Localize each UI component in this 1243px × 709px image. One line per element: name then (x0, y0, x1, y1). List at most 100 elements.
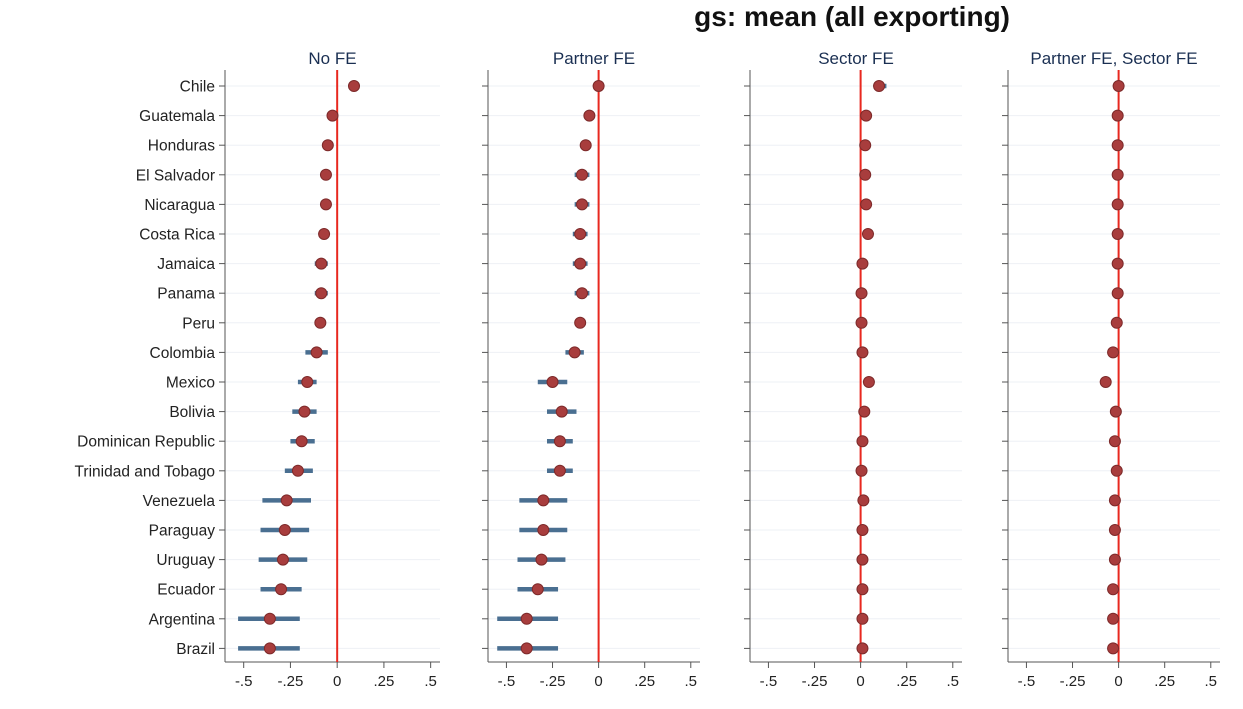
estimate-point (553, 464, 566, 477)
x-tick-label: 0 (333, 673, 341, 690)
estimate-point (298, 405, 311, 418)
estimate-point (295, 435, 308, 448)
estimate-point (263, 642, 276, 655)
x-tick-label: -.25 (540, 673, 566, 690)
panel-title: Partner FE, Sector FE (1030, 49, 1197, 68)
estimate-point (856, 346, 869, 359)
category-label: Peru (182, 315, 215, 332)
panel-2: Partner FE -.5 -.25 0 .25 .5 (482, 49, 700, 690)
estimate-point (856, 524, 869, 536)
estimate-point (574, 228, 587, 240)
category-label: El Salvador (136, 167, 215, 184)
estimate-point (555, 405, 568, 418)
category-label: Venezuela (143, 493, 216, 510)
estimate-point (856, 553, 869, 566)
x-tick-label: 0 (594, 673, 602, 690)
category-label: Honduras (148, 138, 215, 155)
panel-3: Sector FE -.5 -.25 0 .25 .5 (744, 49, 962, 690)
estimate-point (310, 346, 323, 359)
category-label: Brazil (176, 641, 215, 658)
panel-4: Partner FE, Sector FE -.5 -.25 0 .25 .5 (1002, 49, 1220, 690)
x-tick-label: -.5 (1018, 673, 1036, 690)
x-tick-label: -.25 (1060, 673, 1086, 690)
panel-title: Partner FE (553, 49, 635, 68)
estimate-point (318, 228, 331, 240)
estimate-point (314, 316, 327, 329)
x-tick-label: .5 (947, 673, 960, 690)
estimate-point (276, 553, 289, 566)
estimate-point (1107, 346, 1120, 359)
estimate-point (855, 287, 868, 300)
estimate-point (856, 612, 869, 625)
estimate-point (592, 80, 605, 92)
x-tick-label: 0 (1114, 673, 1122, 690)
estimate-point (574, 316, 587, 329)
estimate-point (862, 376, 875, 388)
estimate-point (280, 494, 293, 507)
category-label: Costa Rica (139, 227, 215, 244)
x-tick-label: 0 (856, 673, 864, 690)
panel-title: Sector FE (818, 49, 894, 68)
estimate-point (855, 464, 868, 477)
estimate-point (1099, 376, 1112, 388)
category-label: Nicaragua (144, 197, 215, 214)
estimate-point (278, 524, 291, 536)
estimate-point (576, 168, 589, 181)
category-label: Mexico (166, 375, 215, 392)
x-tick-label: .5 (1205, 673, 1218, 690)
category-label: Colombia (150, 345, 216, 362)
estimate-point (1107, 583, 1120, 596)
category-label: Bolivia (169, 404, 215, 421)
estimate-point (535, 553, 548, 566)
estimate-point (321, 139, 334, 152)
x-tick-label: .25 (634, 673, 655, 690)
estimate-point (856, 257, 869, 270)
category-label: Dominican Republic (77, 434, 215, 451)
category-label: Uruguay (156, 552, 215, 569)
estimate-point (568, 346, 581, 359)
estimate-point (860, 198, 873, 211)
x-tick-label: .5 (685, 673, 698, 690)
category-label: Trinidad and Tobago (75, 463, 215, 480)
estimate-point (1110, 464, 1123, 477)
estimate-point (319, 198, 332, 211)
estimate-point (574, 257, 587, 270)
estimate-point (319, 168, 332, 181)
estimate-point (301, 376, 314, 388)
category-label: Paraguay (149, 523, 216, 540)
estimate-point (263, 612, 276, 625)
x-tick-label: .5 (424, 673, 437, 690)
estimate-point (315, 257, 328, 270)
x-tick-label: -.5 (498, 673, 516, 690)
estimate-point (858, 405, 871, 418)
estimate-point (576, 287, 589, 300)
x-tick-label: .25 (1154, 673, 1175, 690)
estimate-point (291, 464, 304, 477)
x-tick-label: .25 (896, 673, 917, 690)
estimate-point (1109, 405, 1122, 418)
estimate-point (861, 228, 874, 240)
estimate-point (326, 109, 339, 122)
category-label: Jamaica (157, 256, 215, 273)
estimate-point (860, 109, 873, 122)
estimate-point (1111, 109, 1124, 122)
estimate-point (1108, 553, 1121, 566)
panel-1: No FE Chile Guatemala Honduras El Salvador Ni… (75, 49, 440, 690)
x-tick-label: -.25 (802, 673, 828, 690)
x-tick-label: .25 (373, 673, 394, 690)
estimate-point (520, 612, 533, 625)
estimate-point (856, 435, 869, 448)
x-tick-label: -.25 (278, 673, 304, 690)
estimate-point (1107, 612, 1120, 625)
estimate-point (1108, 524, 1121, 536)
estimate-point (1111, 287, 1124, 300)
estimate-point (1107, 642, 1120, 655)
estimate-point (546, 376, 559, 388)
estimate-point (1108, 435, 1121, 448)
estimate-point (583, 109, 596, 122)
estimate-point (1111, 168, 1124, 181)
estimate-point (856, 642, 869, 655)
category-label: Argentina (149, 611, 216, 628)
estimate-point (537, 524, 550, 536)
